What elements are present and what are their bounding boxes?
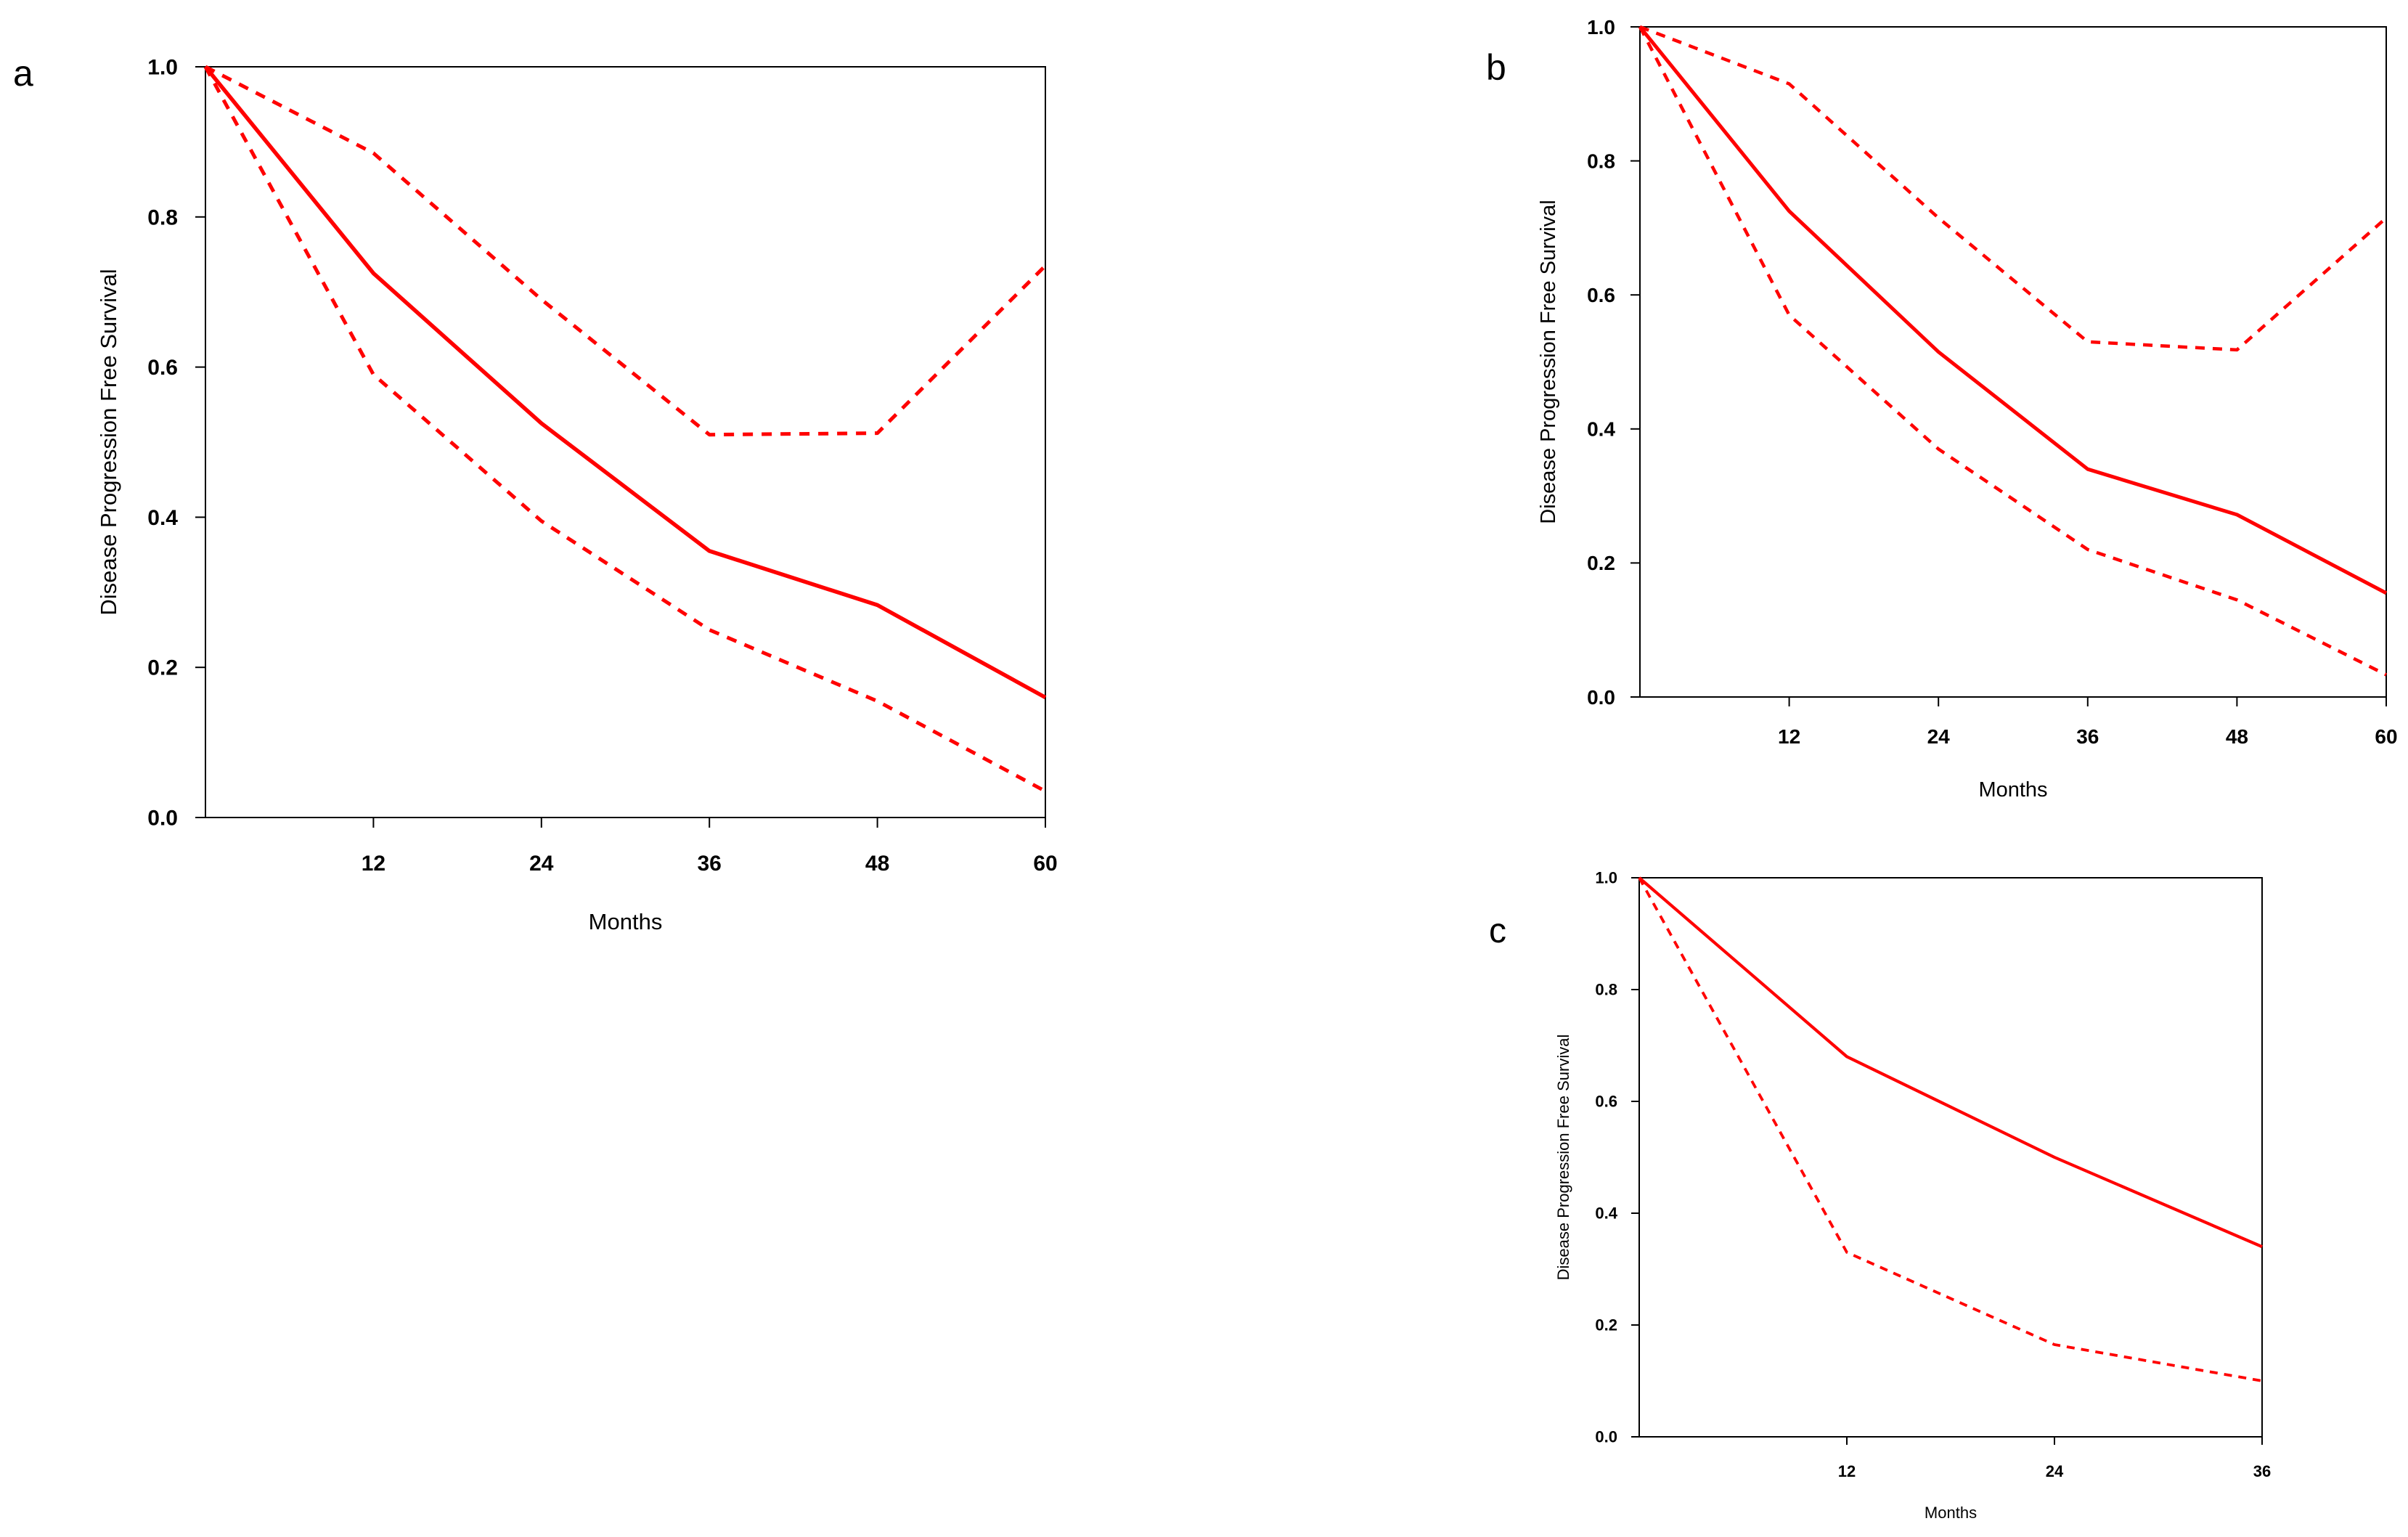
x-tick-label: 36 <box>698 852 722 876</box>
x-tick-label: 60 <box>2375 725 2397 748</box>
series-line-upper <box>1639 25 2388 352</box>
x-tick-label: 12 <box>1778 725 1800 748</box>
panel-label: a <box>13 53 33 94</box>
series-line-upper <box>204 65 1047 437</box>
series-line-estimate <box>1638 876 2263 1249</box>
plot-frame <box>1638 877 2263 1438</box>
y-tick-label: 0.0 <box>147 807 178 831</box>
plot-frame <box>1639 26 2387 698</box>
series-line-lower <box>1638 877 2263 1382</box>
y-tick-label: 0.2 <box>1587 552 1615 574</box>
y-tick-label: 0.2 <box>147 656 178 680</box>
series-line-estimate <box>203 65 1047 700</box>
y-tick-label: 0.6 <box>1595 1093 1617 1111</box>
y-axis-title: Disease Progression Free Survival <box>1537 200 1560 523</box>
y-tick-label: 0.6 <box>147 356 178 380</box>
y-tick-label: 0.4 <box>1587 418 1615 441</box>
x-tick-label: 24 <box>1927 725 1951 748</box>
y-tick-label: 0.8 <box>147 205 178 229</box>
y-tick-label: 0.8 <box>1587 150 1615 172</box>
panel-label: b <box>1486 47 1506 88</box>
x-tick-label: 60 <box>1033 852 1057 876</box>
y-axis-title: Disease Progression Free Survival <box>1554 1035 1572 1281</box>
x-tick-label: 48 <box>2226 725 2248 748</box>
plot-frame <box>205 66 1046 818</box>
y-axis-title: Disease Progression Free Survival <box>96 269 121 615</box>
chart-panel-b: b 12 24 36 48 60 0.0 0.2 0.4 0.6 0.8 1.0 Months Disea… <box>1486 16 2398 802</box>
series-line-lower <box>203 65 1047 794</box>
x-tick-label: 36 <box>2253 1462 2271 1480</box>
y-tick-label: 0.0 <box>1587 686 1615 709</box>
y-tick-label: 0.4 <box>147 506 178 530</box>
x-tick-label: 24 <box>2046 1462 2064 1480</box>
y-tick-label: 0.2 <box>1595 1316 1617 1334</box>
series-line-estimate <box>1638 25 2388 595</box>
series-line-lower <box>1638 25 2388 677</box>
x-tick-label: 36 <box>2076 725 2099 748</box>
x-tick-label: 24 <box>529 852 554 876</box>
y-tick-label: 1.0 <box>1587 16 1615 38</box>
x-axis-title: Months <box>1978 778 2047 802</box>
panel-label: c <box>1489 912 1506 950</box>
x-tick-label: 48 <box>865 852 889 876</box>
y-tick-label: 0.0 <box>1595 1428 1617 1446</box>
chart-panel-a: a 12 24 36 48 60 0.0 0.2 0.4 0.6 0.8 1.0 Months Disea… <box>13 53 1058 934</box>
y-tick-label: 0.8 <box>1595 981 1617 999</box>
x-tick-label: 12 <box>362 852 385 876</box>
x-axis-title: Months <box>589 909 663 934</box>
y-tick-label: 0.6 <box>1587 284 1615 306</box>
x-axis-title: Months <box>1925 1504 1977 1522</box>
y-tick-label: 1.0 <box>1595 869 1617 887</box>
chart-panel-c: c 12 24 36 0.0 0.2 0.4 0.6 0.8 1.0 Months Disease P… <box>1489 869 2271 1522</box>
y-tick-label: 1.0 <box>147 56 178 80</box>
y-tick-label: 0.4 <box>1595 1204 1617 1223</box>
x-tick-label: 12 <box>1838 1462 1856 1480</box>
